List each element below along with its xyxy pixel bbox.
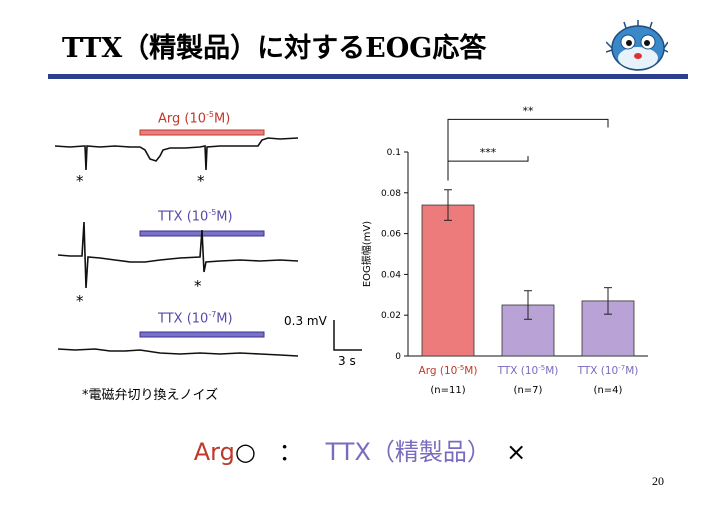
- trace-3-stimulus-bar: [139, 331, 265, 338]
- y-tick-label: 0.08: [381, 189, 401, 199]
- noise-marker: *: [76, 172, 84, 190]
- scale-time-label: 3 s: [338, 354, 356, 368]
- page-number: 20: [652, 474, 664, 488]
- y-tick-label: 0.04: [381, 270, 401, 280]
- summary-negative-mark: ×: [506, 438, 527, 466]
- trace-2-stimulus-label: TTX (10-5M): [158, 208, 233, 225]
- significance-bracket: [447, 156, 529, 181]
- noise-marker: *: [76, 292, 84, 310]
- trace-1-line: [54, 137, 299, 171]
- significance-label: ***: [480, 146, 497, 159]
- summary-positive-mark: ○: [234, 438, 256, 466]
- title-underline: [48, 74, 688, 79]
- significance-bracket: [447, 118, 609, 181]
- trace-3-line: [57, 348, 299, 357]
- sample-size-label: (n=4): [594, 385, 623, 396]
- scale-amplitude-label: 0.3 mV: [284, 314, 327, 328]
- sample-size-label: (n=11): [430, 385, 465, 396]
- trace-1-stimulus-bar: [139, 129, 265, 136]
- y-tick-label: 0.1: [387, 148, 401, 158]
- pufferfish-logo-icon: [606, 20, 668, 71]
- summary-ttx: TTX（精製品）: [325, 438, 491, 466]
- trace-3-stimulus-label: TTX (10-7M): [158, 310, 233, 327]
- scale-bar: [333, 320, 362, 351]
- summary-arg: Arg: [193, 438, 235, 466]
- page-title: TTX（精製品）に対するEOG応答: [62, 33, 487, 64]
- trace-2-line: [57, 221, 299, 289]
- footnote: *電磁弁切り換えノイズ: [82, 388, 219, 403]
- sample-size-label: (n=7): [514, 385, 543, 396]
- y-axis-label: EOG振幅(mV): [360, 221, 373, 287]
- y-tick-label: 0.02: [381, 311, 401, 321]
- x-tick-label: TTX (10-7M): [577, 364, 639, 377]
- noise-marker: *: [197, 172, 205, 190]
- bar: [421, 204, 475, 357]
- summary-line: Arg○ ： TTX（精製品） ×: [0, 432, 720, 467]
- x-tick-label: TTX (10-5M): [497, 364, 559, 377]
- significance-label: **: [523, 104, 535, 117]
- y-tick-label: 0.06: [381, 230, 401, 240]
- noise-marker: *: [194, 277, 202, 295]
- x-tick-label: Arg (10-5M): [419, 364, 478, 377]
- y-tick-label: 0: [395, 352, 401, 362]
- summary-separator: ：: [278, 438, 303, 466]
- trace-1-stimulus-label: Arg (10-5M): [158, 110, 231, 127]
- eog-bar-chart: 0 0.02 0.04 0.06 0.08 0.1 EOG振幅(mV) Arg (10-5M)…: [360, 104, 648, 396]
